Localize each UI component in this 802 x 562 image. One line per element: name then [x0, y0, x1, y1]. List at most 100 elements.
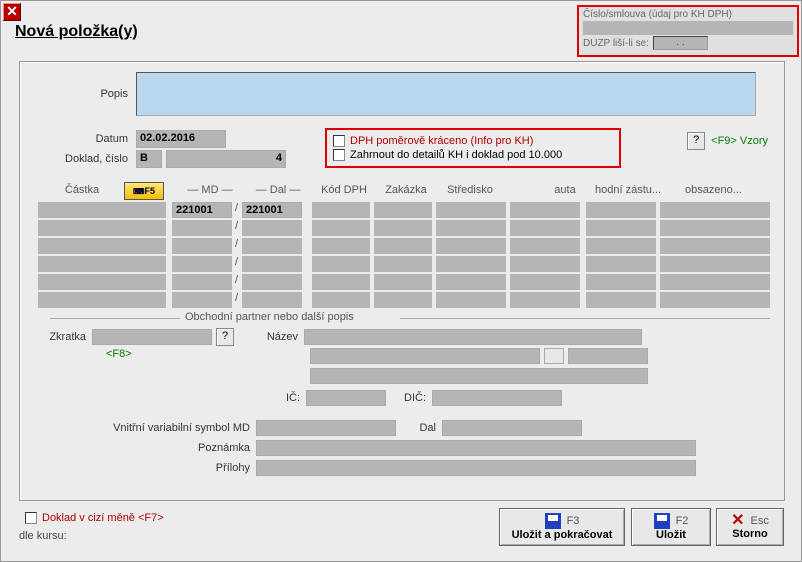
koddph-row6[interactable] [312, 292, 370, 308]
dph-pomer-checkbox[interactable] [333, 135, 345, 147]
dic-field[interactable] [432, 390, 562, 406]
prilohy-field[interactable] [256, 460, 696, 476]
ic-label: IČ: [200, 392, 300, 404]
popis-textarea[interactable] [136, 72, 756, 116]
hodni-row6[interactable] [586, 292, 656, 308]
zakazka-row4[interactable] [374, 256, 432, 272]
datum-field[interactable]: 02.02.2016 [136, 130, 226, 148]
save-icon-2 [654, 513, 670, 529]
f5-button[interactable]: ⌨F5 [124, 182, 164, 200]
md-row5[interactable] [172, 274, 232, 290]
md-row1[interactable]: 221001 [172, 202, 232, 218]
koddph-row1[interactable] [312, 202, 370, 218]
zakazka-row5[interactable] [374, 274, 432, 290]
md-row3[interactable] [172, 238, 232, 254]
obsaz-row1[interactable] [660, 202, 770, 218]
castka-row3[interactable] [38, 238, 166, 254]
zakazka-row2[interactable] [374, 220, 432, 236]
zahrnout-label: Zahrnout do detailů KH i doklad pod 10.0… [350, 149, 562, 161]
save-button[interactable]: F2 Uložit [631, 508, 711, 546]
poznamka-label: Poznámka [16, 442, 250, 454]
obsaz-row4[interactable] [660, 256, 770, 272]
vvs-dal-field[interactable] [442, 420, 582, 436]
castka-row6[interactable] [38, 292, 166, 308]
hodni-row1[interactable] [586, 202, 656, 218]
zkratka-field[interactable] [92, 329, 212, 345]
cizi-mena-checkbox[interactable] [25, 512, 37, 524]
vvs-md-field[interactable] [256, 420, 396, 436]
koddph-row2[interactable] [312, 220, 370, 236]
auta-row1[interactable] [510, 202, 580, 218]
auta-row4[interactable] [510, 256, 580, 272]
obsaz-row6[interactable] [660, 292, 770, 308]
zkratka-lookup-button[interactable]: ? [216, 328, 234, 346]
stredisko-row6[interactable] [436, 292, 506, 308]
dal-row6[interactable] [242, 292, 302, 308]
dal-row3[interactable] [242, 238, 302, 254]
obsaz-row5[interactable] [660, 274, 770, 290]
doklad-label: Doklad, číslo [0, 153, 128, 165]
nazev-label: Název [234, 331, 298, 343]
koddph-row4[interactable] [312, 256, 370, 272]
md-row2[interactable] [172, 220, 232, 236]
col-zakazka: Zakázka [376, 184, 436, 196]
zkratka-label: Zkratka [6, 331, 86, 343]
obsaz-row2[interactable] [660, 220, 770, 236]
stredisko-row3[interactable] [436, 238, 506, 254]
hodni-row4[interactable] [586, 256, 656, 272]
hodni-row3[interactable] [586, 238, 656, 254]
poznamka-field[interactable] [256, 440, 696, 456]
dal-row5[interactable] [242, 274, 302, 290]
doklad-number[interactable]: 4 [166, 150, 286, 168]
kh-cislo-field[interactable] [583, 21, 793, 35]
save-continue-button[interactable]: F3 Uložit a pokračovat [499, 508, 625, 546]
castka-row4[interactable] [38, 256, 166, 272]
duzp-field[interactable]: . . [653, 36, 708, 50]
kh-options-box: DPH poměrově kráceno (Info pro KH) Zahrn… [325, 128, 621, 168]
castka-row1[interactable] [38, 202, 166, 218]
dal-row2[interactable] [242, 220, 302, 236]
nazev-line2[interactable] [310, 348, 540, 364]
dic-label: DIČ: [386, 392, 426, 404]
castka-row2[interactable] [38, 220, 166, 236]
zakazka-row6[interactable] [374, 292, 432, 308]
nazev-line3[interactable] [310, 368, 648, 384]
col-castka: Částka [52, 184, 112, 196]
stredisko-row4[interactable] [436, 256, 506, 272]
dal-row1[interactable]: 221001 [242, 202, 302, 218]
stredisko-row1[interactable] [436, 202, 506, 218]
md-row6[interactable] [172, 292, 232, 308]
doklad-series[interactable]: B [136, 150, 162, 168]
zakazka-row3[interactable] [374, 238, 432, 254]
cancel-button[interactable]: ✕Esc Storno [716, 508, 784, 546]
auta-row5[interactable] [510, 274, 580, 290]
datum-label: Datum [28, 133, 128, 145]
nazev-extra[interactable] [568, 348, 648, 364]
section-rule-right [400, 318, 770, 319]
stredisko-row5[interactable] [436, 274, 506, 290]
vzory-label[interactable]: <F9> Vzory [711, 135, 768, 147]
md-row4[interactable] [172, 256, 232, 272]
hodni-row2[interactable] [586, 220, 656, 236]
castka-row5[interactable] [38, 274, 166, 290]
section-title: Obchodní partner nebo další popis [185, 311, 354, 323]
nazev-field[interactable] [304, 329, 642, 345]
bottom-bar: Doklad v cizí měně <F7> dle kursu: F3 Ul… [19, 506, 785, 556]
col-obsaz: obsazeno... [685, 184, 775, 196]
vzory-help-button[interactable]: ? [687, 132, 705, 150]
stredisko-row2[interactable] [436, 220, 506, 236]
auta-row2[interactable] [510, 220, 580, 236]
dal-row4[interactable] [242, 256, 302, 272]
auta-row6[interactable] [510, 292, 580, 308]
koddph-row5[interactable] [312, 274, 370, 290]
hodni-row5[interactable] [586, 274, 656, 290]
close-icon[interactable]: ✕ [3, 3, 21, 21]
nazev-btn[interactable] [544, 348, 564, 364]
koddph-row3[interactable] [312, 238, 370, 254]
zahrnout-checkbox[interactable] [333, 149, 345, 161]
ic-field[interactable] [306, 390, 386, 406]
auta-row3[interactable] [510, 238, 580, 254]
col-koddph: Kód DPH [314, 184, 374, 196]
obsaz-row3[interactable] [660, 238, 770, 254]
zakazka-row1[interactable] [374, 202, 432, 218]
